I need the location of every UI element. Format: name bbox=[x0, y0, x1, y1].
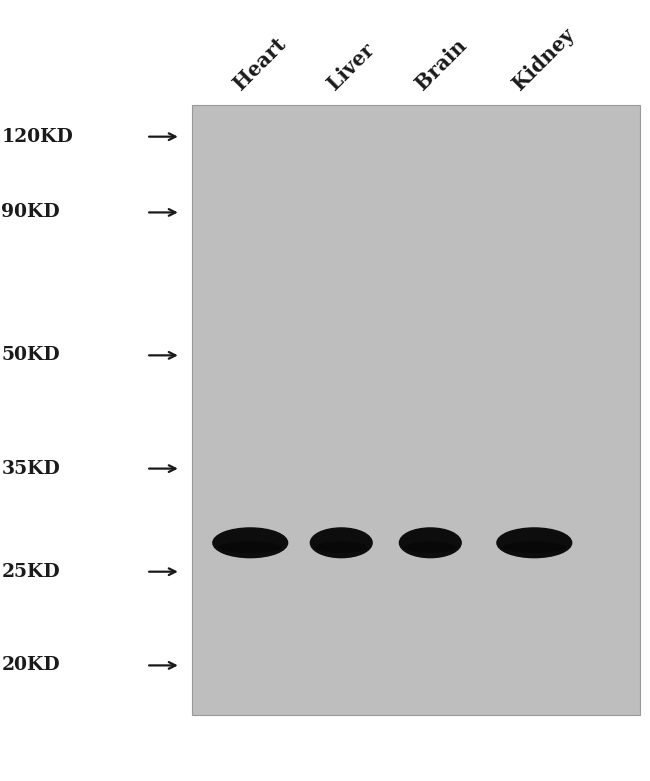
Ellipse shape bbox=[399, 528, 461, 558]
Ellipse shape bbox=[311, 528, 372, 558]
Text: 90KD: 90KD bbox=[1, 203, 60, 222]
Ellipse shape bbox=[404, 541, 456, 553]
Ellipse shape bbox=[218, 541, 282, 553]
Ellipse shape bbox=[502, 541, 566, 553]
Ellipse shape bbox=[213, 528, 287, 558]
Bar bbox=[192, 105, 640, 715]
Text: 50KD: 50KD bbox=[1, 346, 60, 365]
Ellipse shape bbox=[315, 541, 367, 553]
Text: Heart: Heart bbox=[229, 34, 290, 94]
Text: 35KD: 35KD bbox=[1, 459, 60, 478]
Text: Liver: Liver bbox=[324, 39, 378, 94]
Text: 20KD: 20KD bbox=[1, 656, 60, 675]
Ellipse shape bbox=[497, 528, 572, 558]
Text: 120KD: 120KD bbox=[1, 127, 73, 146]
Text: Kidney: Kidney bbox=[509, 24, 578, 94]
Text: Brain: Brain bbox=[411, 35, 471, 94]
Text: 25KD: 25KD bbox=[1, 562, 60, 581]
